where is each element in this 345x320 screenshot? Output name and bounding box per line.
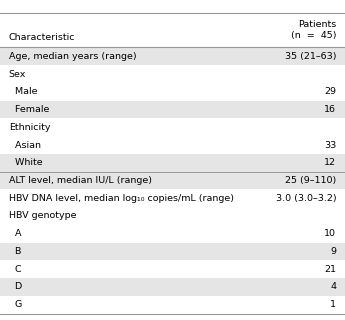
Bar [0,172,345,189]
Bar [0,278,345,296]
Text: White: White [9,158,42,167]
Text: 4: 4 [331,283,336,292]
Text: D: D [9,283,22,292]
Text: Female: Female [9,105,49,114]
Text: Ethnicity: Ethnicity [9,123,50,132]
Bar [0,100,345,118]
Text: 29: 29 [324,87,336,96]
Text: B: B [9,247,21,256]
Bar [0,47,345,65]
Text: Asian: Asian [9,140,41,149]
Text: Age, median years (range): Age, median years (range) [9,52,136,61]
Text: A: A [9,229,21,238]
Text: 21: 21 [324,265,336,274]
Text: 1: 1 [331,300,336,309]
Text: C: C [9,265,21,274]
Text: HBV genotype: HBV genotype [9,212,76,220]
Text: Characteristic: Characteristic [9,33,75,42]
Text: 35 (21–63): 35 (21–63) [285,52,336,61]
Text: 12: 12 [324,158,336,167]
Text: Male: Male [9,87,37,96]
Text: 33: 33 [324,140,336,149]
Text: Sex: Sex [9,69,26,78]
Text: Patients
(n  =  45): Patients (n = 45) [291,20,336,40]
Text: 10: 10 [324,229,336,238]
Text: ALT level, median IU/L (range): ALT level, median IU/L (range) [9,176,151,185]
Text: 25 (9–110): 25 (9–110) [285,176,336,185]
Bar [0,154,345,172]
Text: 9: 9 [331,247,336,256]
Text: G: G [9,300,22,309]
Bar [0,243,345,260]
Text: 16: 16 [324,105,336,114]
Text: HBV DNA level, median log₁₀ copies/mL (range): HBV DNA level, median log₁₀ copies/mL (r… [9,194,234,203]
Text: 3.0 (3.0–3.2): 3.0 (3.0–3.2) [276,194,336,203]
